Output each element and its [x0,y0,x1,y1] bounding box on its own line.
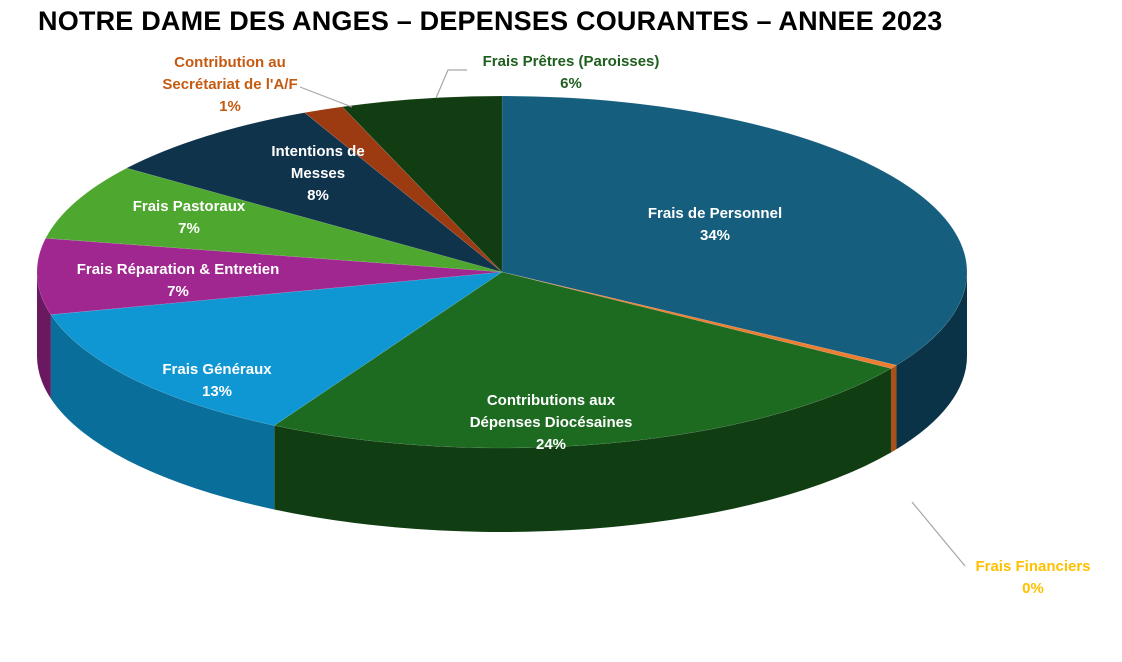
pie-side-0 [896,272,967,450]
pie-side-1 [890,365,897,453]
slice-percent-5: 7% [178,220,200,237]
pie-slice-8[interactable] [341,95,503,273]
slice-name-5: Frais Pastoraux [133,198,246,215]
leader-line-1 [911,501,966,567]
slice-percent-2: 24% [536,436,566,453]
pie-slice-7[interactable] [303,106,503,273]
pie-side-4 [37,272,51,399]
slice-name-6: Intentions de [271,143,364,160]
leader-line-8 [435,69,467,99]
pie-slice-4[interactable] [36,237,503,316]
slice-percent-8: 6% [560,75,582,92]
slice-percent-3: 13% [202,383,232,400]
pie-labels: Frais de Personnel 34% Frais Financiers 0% C… [77,53,1091,597]
pie-slices [36,95,968,449]
slice-name-7: Contribution au [174,54,286,71]
pie-slice-3[interactable] [50,271,503,426]
slice-name-4: Frais Réparation & Entretien [77,261,280,278]
pie-slice-2[interactable] [273,271,892,449]
slice-name-0: Frais de Personnel [648,205,782,222]
pie-slice-1[interactable] [501,271,898,369]
leader-line-7 [299,86,353,108]
chart-title: NOTRE DAME DES ANGES – DEPENSES COURANTE… [38,6,943,36]
slice-percent-4: 7% [167,283,189,300]
slice-name-8: Frais Prêtres (Paroisses) [483,53,660,70]
pie-side-walls [37,272,967,532]
pie-slice-6[interactable] [125,112,503,273]
slice-name-7: Secrétariat de l'A/F [162,76,297,93]
pie-slice-0[interactable] [501,95,968,366]
pie-slice-5[interactable] [45,167,503,273]
slice-percent-6: 8% [307,187,329,204]
slice-name-6: Messes [291,165,345,182]
pie-side-3 [50,314,275,510]
slice-percent-1: 0% [1022,580,1044,597]
pie-side-2 [274,368,891,532]
slice-name-2: Contributions aux [487,392,616,409]
slice-name-3: Frais Généraux [162,361,272,378]
slice-name-1: Frais Financiers [975,558,1090,575]
slice-percent-0: 34% [700,227,730,244]
slice-name-2: Dépenses Diocésaines [470,414,633,431]
slice-percent-7: 1% [219,98,241,115]
